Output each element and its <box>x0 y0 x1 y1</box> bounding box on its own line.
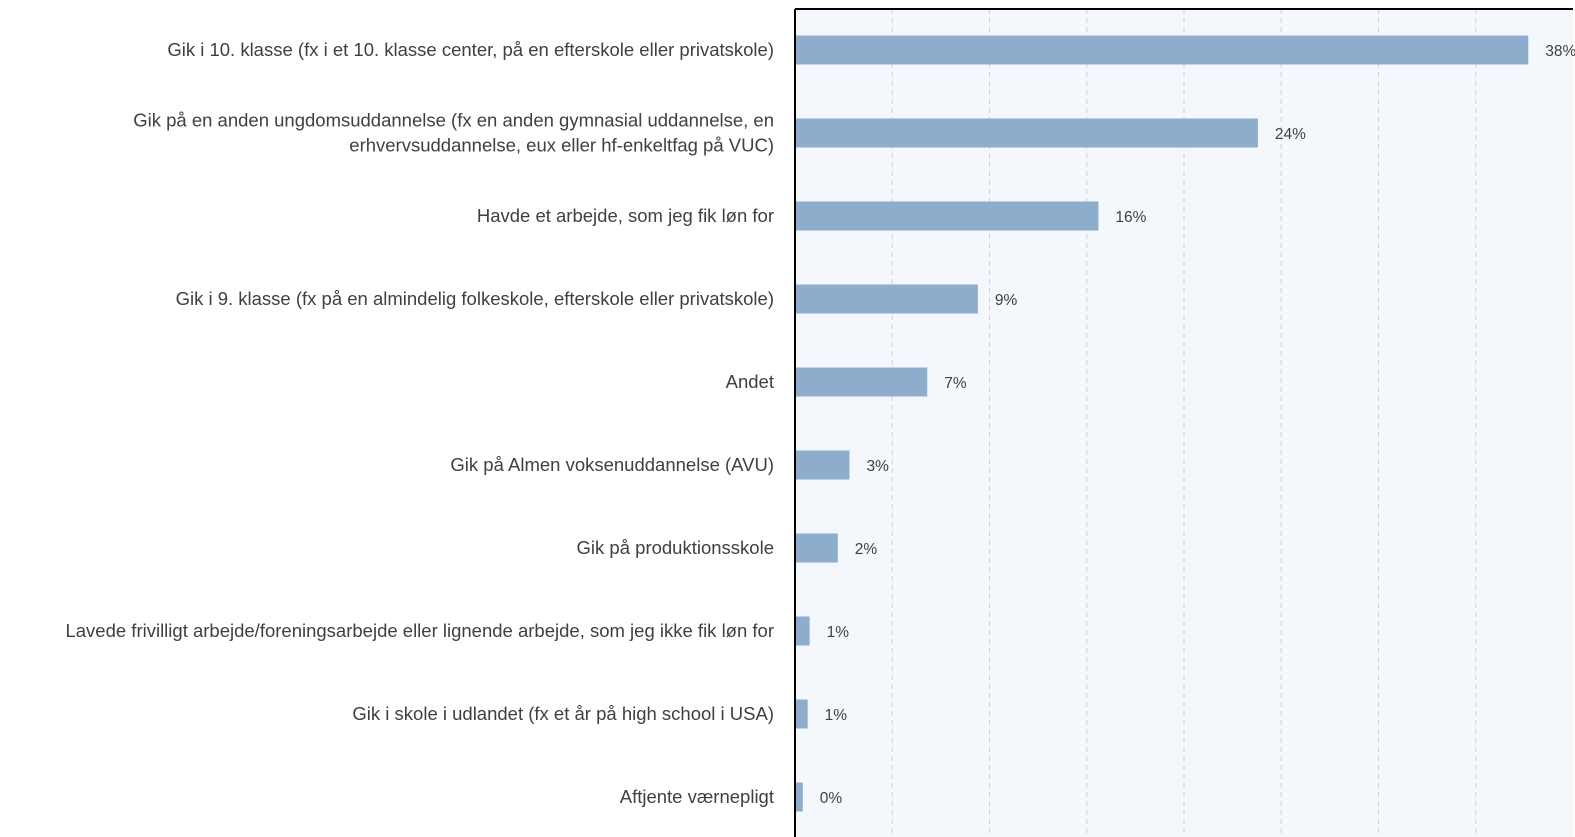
bar <box>795 284 978 314</box>
category-label: Gik på Almen voksenuddannelse (AVU) <box>450 454 774 475</box>
category-label: Gik i skole i udlandet (fx et år på high… <box>352 703 774 724</box>
data-label: 0% <box>820 790 843 807</box>
category-label-line: Aftjente værnepligt <box>620 786 774 807</box>
data-label: 2% <box>855 541 878 558</box>
data-label: 9% <box>995 292 1018 309</box>
data-labels: 38% 24% 16% 9% 7% 3% 2% 1% 1% 0% <box>820 43 1575 807</box>
category-label-line: Gik i 10. klasse (fx i et 10. klasse cen… <box>167 39 774 60</box>
category-label: Gik på produktionsskole <box>577 537 774 558</box>
category-label: Gik på en anden ungdomsuddannelse (fx en… <box>133 110 774 156</box>
category-label: Andet <box>726 371 774 392</box>
bar <box>795 533 838 563</box>
category-label: Lavede frivilligt arbejde/foreningsarbej… <box>65 620 774 641</box>
bars <box>795 35 1529 812</box>
category-label-line: Gik i skole i udlandet (fx et år på high… <box>352 703 774 724</box>
category-label: Aftjente værnepligt <box>620 786 774 807</box>
category-label-line: Havde et arbejde, som jeg fik løn for <box>477 205 774 226</box>
category-label-line: erhvervsuddannelse, eux eller hf-enkeltf… <box>349 135 774 156</box>
category-label-line: Gik i 9. klasse (fx på en almindelig fol… <box>176 288 774 309</box>
data-label: 24% <box>1275 126 1306 143</box>
category-label: Havde et arbejde, som jeg fik løn for <box>477 205 774 226</box>
category-label-line: Lavede frivilligt arbejde/foreningsarbej… <box>65 620 774 641</box>
bar <box>795 118 1258 148</box>
data-label: 1% <box>825 707 848 724</box>
category-label-line: Gik på en anden ungdomsuddannelse (fx en… <box>133 110 774 131</box>
bar <box>795 367 928 397</box>
category-label-line: Gik på Almen voksenuddannelse (AVU) <box>450 454 774 475</box>
data-label: 16% <box>1115 209 1146 226</box>
category-label: Gik i 10. klasse (fx i et 10. klasse cen… <box>167 39 774 60</box>
data-label: 7% <box>944 375 967 392</box>
category-label-line: Andet <box>726 371 774 392</box>
category-label: Gik i 9. klasse (fx på en almindelig fol… <box>176 288 774 309</box>
bar <box>795 616 810 646</box>
bar <box>795 699 808 729</box>
bar <box>795 35 1529 65</box>
bar <box>795 782 803 812</box>
category-labels: Gik i 10. klasse (fx i et 10. klasse cen… <box>65 39 774 807</box>
axes <box>794 8 1573 837</box>
bar <box>795 201 1099 231</box>
bar <box>795 450 850 480</box>
data-label: 38% <box>1545 43 1575 60</box>
data-label: 3% <box>866 458 889 475</box>
data-label: 1% <box>827 624 850 641</box>
category-label-line: Gik på produktionsskole <box>577 537 774 558</box>
